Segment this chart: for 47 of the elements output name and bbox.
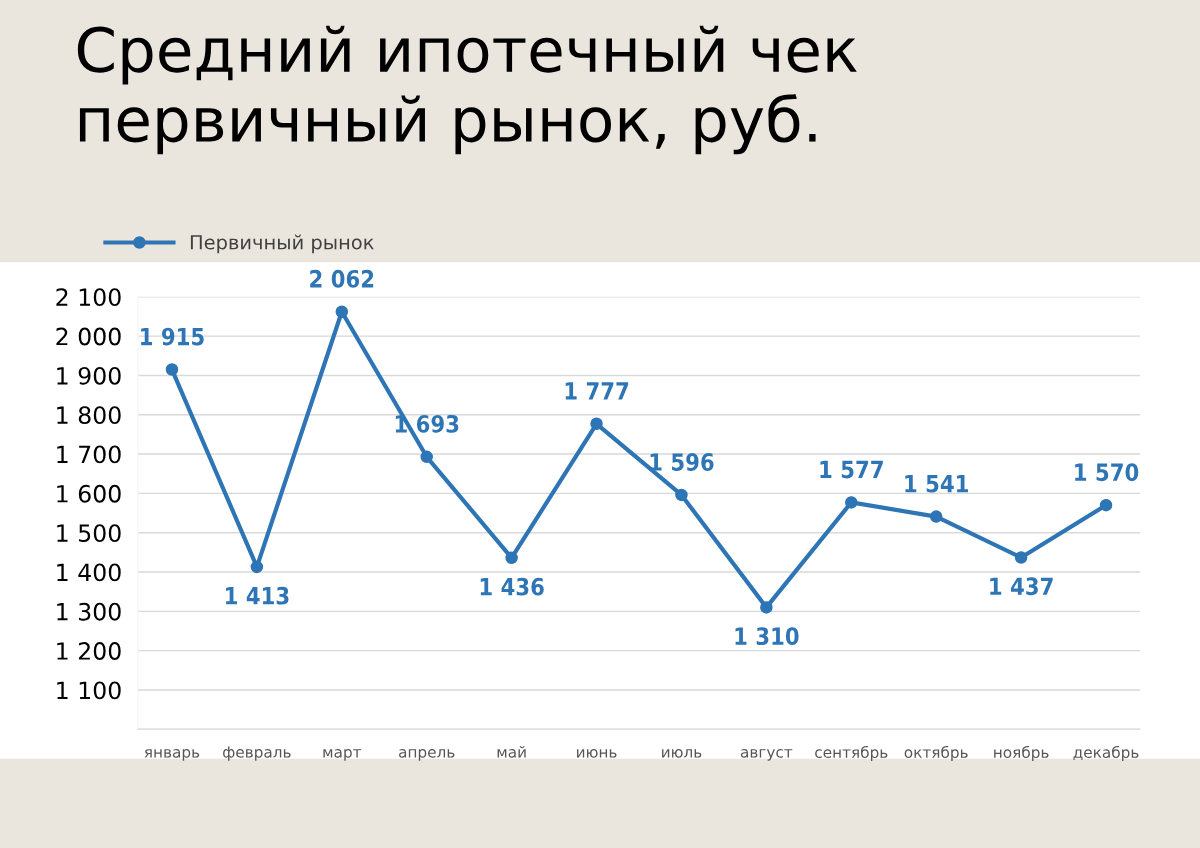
text: 2 062 [310,269,374,288]
x-tick-label: июнь [577,749,617,758]
point [1014,551,1028,564]
point [420,450,433,464]
x-tick-label: февраль [223,746,291,761]
point [505,551,518,565]
point [929,510,943,523]
y-tick-label: 1 500 [57,524,121,542]
text: 1 577 [820,460,883,479]
text: 1 541 [905,475,969,493]
x-tick-label: декабрь [1073,745,1139,761]
x-tick-label: март [323,749,362,761]
legend-label: Первичный рынок [190,234,374,254]
y-tick-label: 1 600 [57,484,121,503]
text: 1 413 [226,586,289,605]
text: 1 915 [141,327,204,346]
x-tick-label: октябрь [904,745,968,761]
text: 1 437 [990,577,1053,596]
x-tick-label: апрель [399,749,455,761]
point [675,488,688,502]
x-tick-label: август [740,749,793,761]
point [335,305,349,318]
text: 1 777 [565,382,629,400]
x-tick-label: ноябрь [994,745,1049,761]
x-tick-label: май [497,746,526,758]
y-tick-label: 1 400 [57,563,121,582]
y-tick-label: 2 100 [56,288,121,307]
y-tick-label: 2 000 [56,327,121,346]
point [590,417,603,431]
y-tick-label: 1 800 [57,406,121,425]
point [845,496,858,509]
point [760,601,773,614]
text: 1 310 [735,627,799,646]
y-tick-label: 1 900 [57,366,121,385]
x-tick-label: январь [144,749,200,761]
y-tick-label: 1 200 [57,642,121,660]
y-tick-label: 1 300 [57,602,121,621]
text: 1 570 [1075,463,1139,482]
chart-title: Средний ипотечный чек первичный рынок, руб. [77,25,857,155]
x-tick-label: июль [662,749,702,758]
point [250,560,264,574]
point [165,363,179,376]
point [1099,498,1113,512]
text: 1 436 [480,577,544,596]
y-tick-label: 1 100 [57,681,121,700]
x-tick-label: сентябрь [815,745,888,761]
y-tick-label: 1 700 [57,445,121,464]
